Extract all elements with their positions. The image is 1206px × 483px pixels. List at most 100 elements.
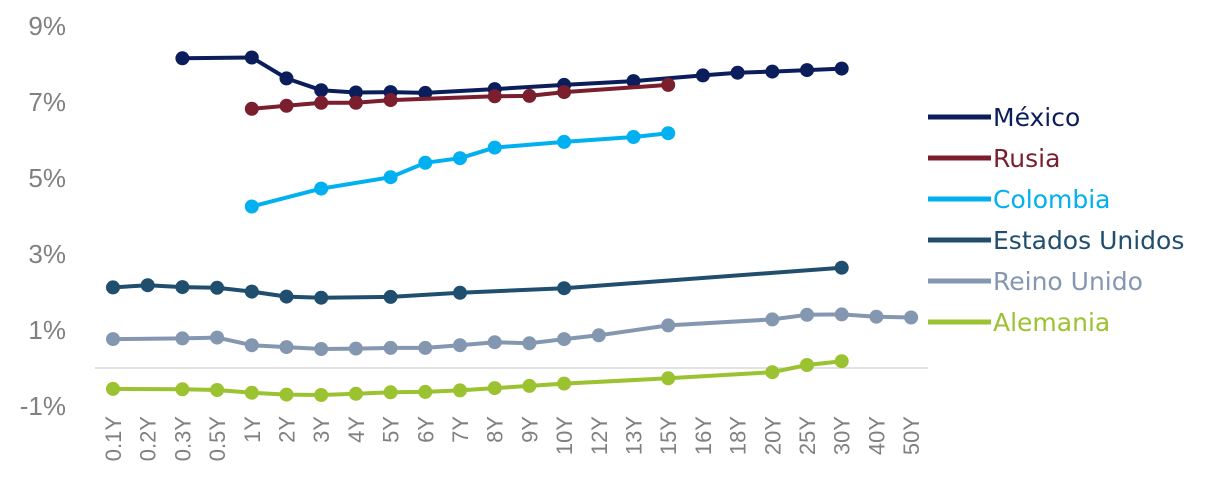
x-axis: 0.1Y 0.2Y 0.3Y 0.5Y 1Y 2Y 3Y 4Y 5Y 6Y 7Y 8Y 9Y 10Y 12Y… xyxy=(101,416,924,462)
x-tick-label: 25Y xyxy=(795,416,820,455)
data-point xyxy=(383,289,398,304)
series-estados-unidos xyxy=(106,260,849,305)
legend-label: Colombia xyxy=(993,185,1110,214)
data-point xyxy=(522,88,537,103)
data-point xyxy=(695,68,710,83)
data-point xyxy=(800,63,814,78)
data-point xyxy=(348,341,363,356)
data-point xyxy=(210,280,225,295)
data-point xyxy=(765,365,780,380)
x-tick-label: 6Y xyxy=(413,416,438,443)
data-point xyxy=(175,382,190,397)
data-point xyxy=(314,388,329,402)
y-axis: 9% 7% 5% 3% 1% -1% xyxy=(20,11,66,421)
data-point xyxy=(557,134,572,149)
x-tick-label: 4Y xyxy=(344,416,369,443)
data-point xyxy=(348,95,363,110)
data-point xyxy=(522,336,537,351)
x-tick-label: 3Y xyxy=(309,416,334,443)
x-tick-label: 10Y xyxy=(552,416,577,455)
data-point xyxy=(106,332,120,347)
data-point xyxy=(765,64,780,79)
data-point xyxy=(210,330,225,345)
legend-item-rusia: Rusia xyxy=(928,144,1060,173)
data-point xyxy=(383,93,398,108)
x-tick-label: 0.3Y xyxy=(170,416,195,462)
y-tick-label: 9% xyxy=(28,11,66,41)
data-point xyxy=(453,285,467,300)
series-alemania xyxy=(106,354,849,402)
y-tick-label: 7% xyxy=(28,87,66,117)
data-point xyxy=(244,101,259,116)
data-point xyxy=(453,383,467,398)
data-point xyxy=(904,310,919,325)
data-point xyxy=(314,95,329,110)
data-point xyxy=(314,181,329,196)
data-point xyxy=(348,85,363,100)
x-tick-label: 0.5Y xyxy=(205,416,230,462)
data-point xyxy=(800,358,814,372)
data-point xyxy=(383,170,398,185)
data-point xyxy=(626,130,641,144)
data-point xyxy=(557,332,572,347)
data-point xyxy=(661,126,676,141)
data-point xyxy=(834,354,849,369)
data-point xyxy=(279,340,294,355)
x-tick-label: 2Y xyxy=(275,416,300,443)
x-tick-label: 7Y xyxy=(448,416,473,443)
data-point xyxy=(557,281,572,296)
data-point xyxy=(418,340,433,355)
x-tick-label: 5Y xyxy=(379,416,404,443)
data-point xyxy=(661,77,676,92)
series-layer xyxy=(106,50,919,402)
series-line-reino-unido xyxy=(112,312,912,351)
x-tick-label: 40Y xyxy=(864,416,889,455)
data-point xyxy=(418,384,433,399)
data-point xyxy=(314,290,329,305)
data-point xyxy=(244,50,259,65)
data-point xyxy=(210,383,225,397)
x-tick-label: 18Y xyxy=(726,416,751,455)
data-point xyxy=(383,340,398,355)
data-point xyxy=(626,74,641,89)
x-tick-label: 20Y xyxy=(760,416,785,455)
data-point xyxy=(730,65,745,80)
legend: México Rusia Colombia Estados Unidos Reino U… xyxy=(928,103,1184,337)
data-point xyxy=(314,83,329,98)
series-reino-unido xyxy=(106,307,919,356)
data-point xyxy=(175,280,190,295)
x-tick-label: 9Y xyxy=(517,416,542,443)
y-tick-label: -1% xyxy=(20,391,66,421)
x-tick-label: 0.2Y xyxy=(136,416,161,462)
data-point xyxy=(800,307,814,322)
data-point xyxy=(487,335,502,350)
x-tick-label: 16Y xyxy=(691,416,716,455)
legend-item-estados-unidos: Estados Unidos xyxy=(928,226,1184,255)
x-tick-label: 50Y xyxy=(899,416,924,455)
legend-label: Reino Unido xyxy=(993,267,1143,296)
data-point xyxy=(834,260,849,275)
data-point xyxy=(244,385,259,400)
data-point xyxy=(418,85,433,100)
data-point xyxy=(834,307,849,322)
data-point xyxy=(591,328,606,343)
data-point xyxy=(175,331,190,346)
legend-label: Estados Unidos xyxy=(993,226,1184,255)
y-tick-label: 5% xyxy=(28,163,66,193)
data-point xyxy=(279,289,294,304)
x-tick-label: 15Y xyxy=(656,416,681,455)
data-point xyxy=(453,338,467,353)
series-line-colombia xyxy=(251,131,669,209)
x-tick-label: 0.1Y xyxy=(101,416,126,462)
x-tick-label: 30Y xyxy=(830,416,855,455)
data-point xyxy=(106,381,120,396)
data-point xyxy=(106,280,120,295)
data-point xyxy=(453,151,467,166)
series-mexico xyxy=(175,50,849,100)
series-line-estados-unidos xyxy=(112,265,842,300)
legend-item-colombia: Colombia xyxy=(928,185,1110,214)
data-point xyxy=(869,309,884,324)
legend-label: Rusia xyxy=(993,144,1060,173)
data-point xyxy=(244,284,259,299)
